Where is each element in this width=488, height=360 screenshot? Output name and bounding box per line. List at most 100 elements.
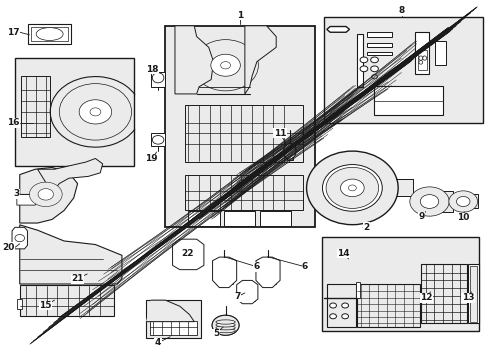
Polygon shape xyxy=(212,257,236,288)
Polygon shape xyxy=(20,167,78,223)
Ellipse shape xyxy=(325,167,378,208)
Bar xyxy=(467,264,478,323)
Bar xyxy=(356,284,419,327)
Polygon shape xyxy=(175,26,213,94)
Ellipse shape xyxy=(422,56,426,60)
Ellipse shape xyxy=(359,57,367,63)
Ellipse shape xyxy=(212,315,239,335)
Ellipse shape xyxy=(370,57,378,63)
Ellipse shape xyxy=(212,315,239,335)
Ellipse shape xyxy=(359,66,367,72)
Bar xyxy=(20,285,114,316)
Text: 20: 20 xyxy=(2,243,15,252)
Bar xyxy=(188,211,219,226)
Ellipse shape xyxy=(448,191,477,212)
Ellipse shape xyxy=(152,135,163,144)
Bar xyxy=(440,192,452,212)
Ellipse shape xyxy=(341,314,348,319)
Text: 13: 13 xyxy=(461,293,473,302)
Bar xyxy=(146,300,201,338)
Ellipse shape xyxy=(456,197,469,207)
Ellipse shape xyxy=(306,151,397,225)
Bar xyxy=(468,266,476,321)
Ellipse shape xyxy=(218,319,233,331)
Text: 6: 6 xyxy=(253,262,260,271)
Polygon shape xyxy=(38,158,102,193)
Ellipse shape xyxy=(29,182,62,207)
Bar xyxy=(15,58,134,166)
Bar xyxy=(467,194,477,208)
Ellipse shape xyxy=(90,108,101,116)
Bar xyxy=(356,34,362,87)
Bar xyxy=(259,262,276,284)
Bar xyxy=(324,17,483,123)
Text: 4: 4 xyxy=(155,338,161,347)
Ellipse shape xyxy=(152,73,163,83)
Bar xyxy=(151,72,165,87)
Polygon shape xyxy=(326,27,349,32)
Bar xyxy=(366,43,391,46)
Ellipse shape xyxy=(371,75,377,79)
Ellipse shape xyxy=(36,28,63,41)
Text: 22: 22 xyxy=(181,249,193,258)
Ellipse shape xyxy=(210,54,240,76)
Ellipse shape xyxy=(409,187,448,216)
Polygon shape xyxy=(255,257,280,288)
Text: 2: 2 xyxy=(362,223,368,232)
Text: 1: 1 xyxy=(237,10,243,19)
Text: 14: 14 xyxy=(337,249,349,258)
Ellipse shape xyxy=(38,189,53,200)
Polygon shape xyxy=(146,300,194,321)
Bar xyxy=(165,26,314,226)
Bar xyxy=(373,86,443,115)
Bar xyxy=(184,105,302,162)
Ellipse shape xyxy=(340,179,364,197)
Ellipse shape xyxy=(341,303,348,308)
Ellipse shape xyxy=(192,40,258,91)
Polygon shape xyxy=(20,225,122,284)
Ellipse shape xyxy=(59,84,131,140)
Polygon shape xyxy=(12,227,27,249)
Text: 16: 16 xyxy=(7,118,20,127)
Ellipse shape xyxy=(418,56,422,60)
Bar xyxy=(355,282,359,298)
Bar xyxy=(184,175,302,211)
Ellipse shape xyxy=(283,143,295,159)
Polygon shape xyxy=(244,26,276,94)
Bar xyxy=(224,211,255,226)
Bar xyxy=(216,262,232,284)
Bar xyxy=(259,211,290,226)
Ellipse shape xyxy=(329,314,336,319)
Ellipse shape xyxy=(220,62,230,69)
Ellipse shape xyxy=(419,195,438,208)
Text: 12: 12 xyxy=(420,293,432,302)
Bar xyxy=(286,153,292,160)
Polygon shape xyxy=(236,280,257,304)
Bar xyxy=(179,244,198,263)
Polygon shape xyxy=(17,194,38,205)
Bar xyxy=(151,134,165,146)
Text: 15: 15 xyxy=(40,301,52,310)
Bar xyxy=(321,237,478,330)
Text: 11: 11 xyxy=(273,129,285,138)
Text: 8: 8 xyxy=(398,6,404,15)
Bar xyxy=(414,32,428,74)
Text: 19: 19 xyxy=(145,154,158,163)
Ellipse shape xyxy=(216,325,235,330)
Bar xyxy=(28,24,71,44)
Ellipse shape xyxy=(216,320,235,324)
Text: 3: 3 xyxy=(14,189,20,198)
Ellipse shape xyxy=(79,100,111,124)
Ellipse shape xyxy=(216,323,235,327)
Ellipse shape xyxy=(215,318,236,333)
Text: 18: 18 xyxy=(145,65,158,74)
Bar xyxy=(326,284,355,327)
Polygon shape xyxy=(172,239,203,270)
Text: 21: 21 xyxy=(71,274,83,283)
Ellipse shape xyxy=(418,60,422,64)
Ellipse shape xyxy=(216,328,235,333)
Bar xyxy=(17,299,21,309)
Text: 6: 6 xyxy=(302,262,307,271)
Bar xyxy=(395,179,412,196)
Bar xyxy=(366,51,391,55)
